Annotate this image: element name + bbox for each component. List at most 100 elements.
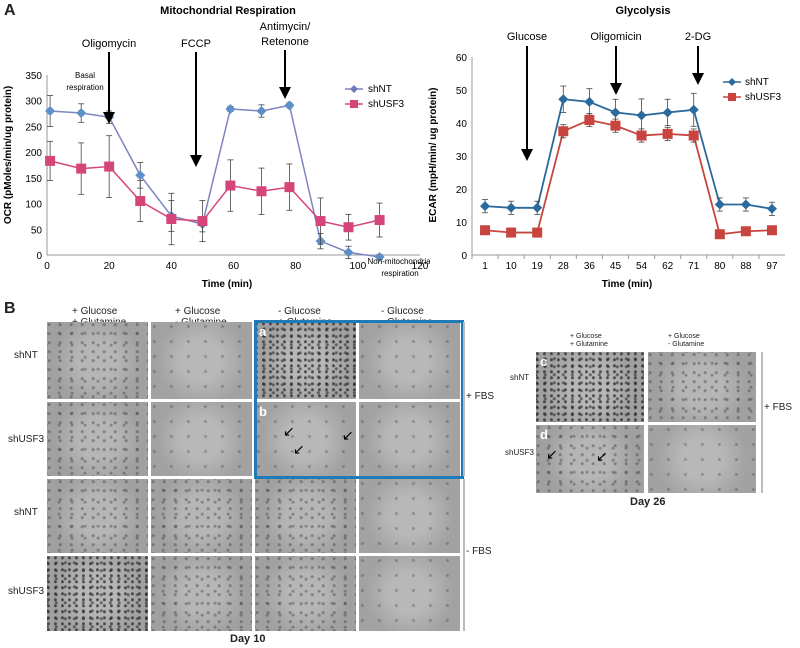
day10-image-shusf3-glc-gln-fbs	[47, 402, 148, 476]
mito-respiration-chart: Mitochondrial Respiration OCR (pMoles/mi…	[3, 5, 430, 290]
chart2-y-tick: 0	[461, 251, 467, 262]
data-point-shusf3	[584, 115, 595, 126]
day10-row-label-4: shUSF3	[8, 586, 45, 597]
data-point-shusf3	[197, 216, 208, 227]
cell-arrow-icon: ↙	[283, 423, 295, 439]
glucose-label: Glucose	[507, 31, 547, 43]
data-point-shnt	[506, 202, 517, 213]
chart2-x-tick: 54	[636, 261, 648, 272]
chart2-x-tick: 88	[740, 261, 752, 272]
data-point-shusf3	[506, 227, 517, 238]
data-point-shusf3	[284, 182, 295, 193]
chart1-title: Mitochondrial Respiration	[160, 5, 296, 17]
day26-caption: Day 26	[630, 496, 666, 508]
data-point-shnt	[532, 202, 543, 213]
panel-a-letter: A	[4, 2, 16, 19]
tile-letter-b: b	[259, 404, 267, 419]
chart2-y-tick: 60	[456, 53, 468, 64]
data-point-shnt	[688, 104, 699, 115]
day26-fbs-bracket	[761, 352, 763, 493]
antimycin-label-2: Retenone	[261, 36, 309, 48]
chart1-y-tick: 0	[36, 251, 42, 262]
basal-label-1: Basal	[75, 71, 95, 80]
chart2-legend-shusf3: shUSF3	[745, 92, 782, 103]
data-point-shusf3	[166, 214, 177, 224]
chart2-y-tick: 50	[456, 86, 468, 97]
data-point-shnt	[558, 94, 569, 105]
data-point-shusf3	[766, 225, 777, 236]
glucose-arrow	[521, 46, 533, 161]
legend2-marker-shnt	[728, 78, 736, 86]
data-point-shusf3	[714, 229, 725, 240]
legend-marker-shusf3	[350, 100, 358, 108]
chart1-y-tick: 100	[25, 200, 42, 211]
fbs-plus-bracket	[463, 322, 465, 476]
day26-col-header-2: + Glucose - Glutamine	[668, 333, 705, 348]
fccp-label: FCCP	[181, 38, 211, 50]
chart2-x-tick: 19	[532, 261, 544, 272]
series2-line-shUSF3	[484, 119, 772, 236]
day10-image-shusf3-glc-nogln-fbs	[151, 402, 252, 476]
day10-image-shusf3-noglc-gln-nofbs	[255, 556, 356, 631]
chart2-legend: shNT shUSF3	[723, 77, 782, 103]
chart1-legend: shNT shUSF3	[345, 84, 405, 110]
day10-image-shnt-noglc-nogln-fbs	[359, 322, 460, 399]
chart2-y-tick: 40	[456, 119, 468, 130]
fccp-arrow	[190, 52, 202, 167]
data-point-shnt	[343, 247, 354, 258]
cell-arrow-icon: ↙	[546, 446, 558, 462]
data-point-shnt	[480, 201, 491, 212]
chart1-y-tick: 200	[25, 148, 42, 159]
chart2-xlabel: Time (min)	[602, 279, 652, 290]
cell-arrow-icon: ↙	[342, 427, 354, 443]
chart2-x-tick: 97	[766, 261, 778, 272]
data-point-shnt	[584, 96, 595, 107]
chart1-legend-shnt: shNT	[368, 84, 392, 95]
day10-image-shnt-noglc-gln-nofbs	[255, 479, 356, 553]
cell-arrow-icon: ↙	[293, 441, 305, 457]
chart1-x-tick: 60	[228, 261, 240, 272]
day10-image-shnt-glc-gln-fbs	[47, 322, 148, 399]
day10-caption: Day 10	[230, 633, 266, 645]
basal-label-2: respiration	[66, 83, 103, 92]
oligomycin-label: Oligomycin	[82, 38, 136, 50]
data-point-shusf3	[610, 120, 621, 131]
data-point-shnt	[76, 108, 87, 119]
day10-row-label-2: shUSF3	[8, 434, 45, 445]
day10-image-shnt-glc-gln-nofbs	[47, 479, 148, 553]
chart1-y-tick: 300	[25, 97, 42, 108]
data-point-shnt	[740, 199, 751, 210]
day10-image-shusf3-noglc-nogln-nofbs	[359, 556, 460, 631]
day26-image-shnt-glc-nogln	[648, 352, 756, 422]
chart2-x-tick: 45	[610, 261, 622, 272]
day10-row-label-1: shNT	[14, 350, 38, 361]
chart1-x-tick: 100	[349, 261, 366, 272]
nonmito-label-2: respiration	[381, 269, 418, 278]
data-point-shnt	[225, 103, 236, 114]
data-point-shusf3	[225, 180, 236, 191]
data-point-shusf3	[688, 130, 699, 141]
oligomicin-label: Oligomicin	[590, 31, 641, 43]
data-point-shnt	[610, 107, 621, 118]
antimycin-arrow	[279, 50, 291, 99]
data-point-shusf3	[558, 126, 569, 137]
oligomicin-arrow	[610, 46, 622, 95]
series-line-shNT	[50, 104, 380, 258]
day26-row-label-2: shUSF3	[505, 448, 534, 457]
data-point-shusf3	[636, 130, 647, 141]
highlight-box	[254, 320, 464, 479]
chart2-x-tick: 28	[558, 261, 570, 272]
data-point-shnt	[284, 100, 295, 111]
chart1-y-tick: 350	[25, 71, 42, 82]
fbs-plus-label: + FBS	[466, 391, 495, 402]
chart2-x-tick: 71	[688, 261, 700, 272]
tile-letter-c: c	[540, 354, 548, 369]
chart2-y-tick: 20	[456, 185, 468, 196]
nonmito-label-1: Non-mitochondrial	[368, 257, 430, 266]
data-point-shusf3	[104, 161, 115, 172]
panel-b-letter: B	[4, 300, 16, 317]
chart2-x-tick: 62	[662, 261, 674, 272]
chart2-legend-shnt: shNT	[745, 77, 769, 88]
data-point-shnt	[256, 106, 267, 116]
data-point-shnt	[766, 203, 777, 214]
